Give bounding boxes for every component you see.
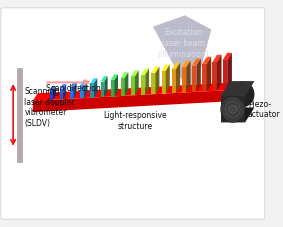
Polygon shape	[151, 73, 155, 94]
Polygon shape	[60, 89, 63, 99]
Polygon shape	[182, 61, 190, 67]
Polygon shape	[162, 64, 170, 71]
Polygon shape	[94, 78, 97, 98]
Polygon shape	[196, 59, 201, 92]
Ellipse shape	[229, 105, 237, 113]
Polygon shape	[217, 55, 222, 91]
Polygon shape	[222, 53, 232, 60]
Polygon shape	[115, 74, 118, 96]
Text: Piezo-
actuator: Piezo- actuator	[248, 100, 280, 119]
Polygon shape	[145, 69, 149, 95]
Polygon shape	[33, 90, 230, 112]
Polygon shape	[104, 76, 108, 97]
Bar	[221, 96, 245, 122]
Text: Scanning
laser doppler
vibrometer
(SLDV): Scanning laser doppler vibrometer (SLDV)	[24, 87, 75, 128]
Polygon shape	[207, 57, 211, 91]
Polygon shape	[125, 72, 128, 96]
Polygon shape	[186, 61, 190, 93]
Polygon shape	[141, 69, 149, 74]
Polygon shape	[135, 70, 139, 95]
Polygon shape	[63, 84, 66, 99]
Polygon shape	[182, 67, 186, 93]
Polygon shape	[100, 82, 104, 97]
Polygon shape	[74, 82, 77, 99]
Polygon shape	[221, 81, 254, 96]
Text: Light-responsive
structure: Light-responsive structure	[104, 111, 167, 131]
Polygon shape	[70, 82, 77, 87]
Bar	[17, 68, 22, 162]
Polygon shape	[227, 53, 232, 90]
Polygon shape	[80, 85, 84, 98]
Polygon shape	[90, 83, 94, 98]
Polygon shape	[151, 67, 159, 73]
Polygon shape	[111, 74, 118, 80]
Polygon shape	[202, 64, 207, 91]
Polygon shape	[90, 78, 97, 83]
Text: Excitation
laser beam
(illumination): Excitation laser beam (illumination)	[157, 28, 209, 59]
Polygon shape	[172, 69, 176, 93]
Polygon shape	[33, 82, 235, 101]
Ellipse shape	[230, 81, 254, 107]
Polygon shape	[131, 76, 135, 95]
Polygon shape	[60, 84, 66, 89]
Text: Scan direction: Scan direction	[46, 84, 101, 93]
Polygon shape	[222, 60, 227, 90]
Polygon shape	[155, 67, 159, 94]
Polygon shape	[202, 57, 211, 64]
Polygon shape	[212, 62, 217, 91]
Polygon shape	[50, 86, 56, 91]
Polygon shape	[70, 87, 74, 99]
Polygon shape	[172, 63, 180, 69]
Polygon shape	[121, 78, 125, 96]
Polygon shape	[53, 86, 56, 100]
FancyBboxPatch shape	[1, 8, 265, 219]
Polygon shape	[121, 72, 128, 78]
Ellipse shape	[221, 96, 245, 122]
Polygon shape	[153, 15, 211, 100]
Polygon shape	[212, 55, 222, 62]
Polygon shape	[176, 63, 180, 93]
Polygon shape	[192, 59, 201, 66]
Polygon shape	[100, 76, 108, 82]
Polygon shape	[84, 80, 87, 98]
Polygon shape	[162, 71, 166, 94]
Polygon shape	[80, 80, 87, 85]
Polygon shape	[111, 80, 115, 96]
Polygon shape	[221, 107, 254, 122]
Polygon shape	[166, 64, 170, 94]
Polygon shape	[131, 70, 139, 76]
Polygon shape	[192, 66, 196, 92]
Polygon shape	[50, 91, 53, 100]
Polygon shape	[141, 74, 145, 95]
